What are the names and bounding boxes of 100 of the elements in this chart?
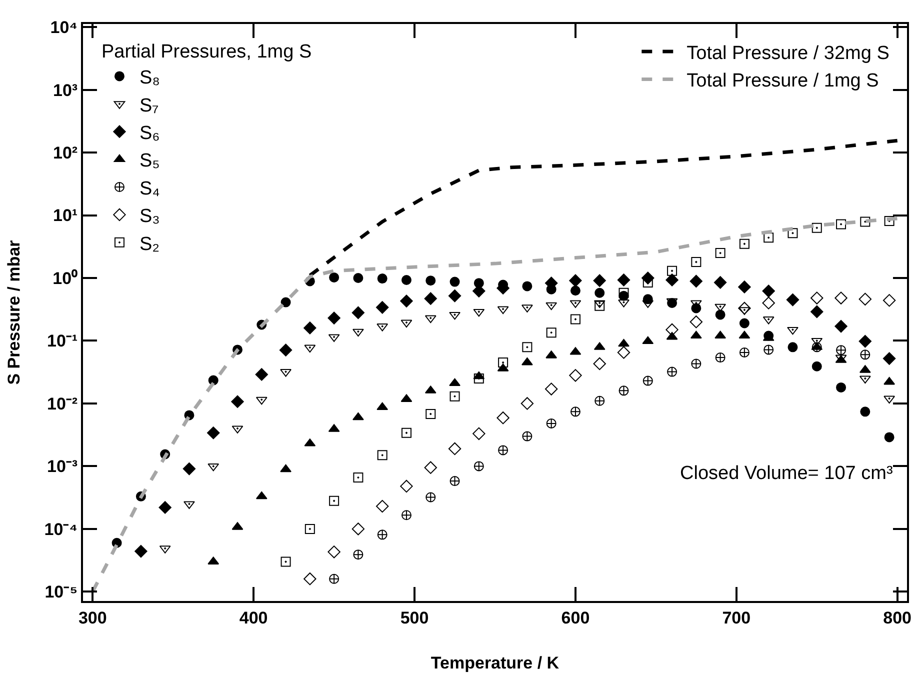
point bbox=[642, 336, 654, 344]
point bbox=[377, 274, 388, 284]
point bbox=[569, 369, 582, 382]
point bbox=[449, 312, 460, 320]
point bbox=[450, 391, 460, 402]
point bbox=[788, 228, 798, 238]
point bbox=[497, 306, 509, 314]
point bbox=[304, 524, 315, 534]
point bbox=[377, 530, 388, 540]
point bbox=[764, 344, 774, 355]
point bbox=[424, 461, 437, 474]
x-tick-label: 800 bbox=[883, 608, 912, 628]
point bbox=[593, 357, 606, 370]
y-tick-label: 10⁻² bbox=[47, 394, 78, 414]
x-tick-label: 700 bbox=[722, 608, 751, 628]
point bbox=[690, 274, 703, 288]
y-tick-label: 10⁴ bbox=[50, 18, 78, 38]
point bbox=[401, 510, 412, 520]
point bbox=[690, 330, 702, 339]
point bbox=[426, 408, 436, 419]
point bbox=[182, 462, 196, 476]
legend-label: S₈ bbox=[139, 68, 160, 89]
point bbox=[739, 318, 750, 328]
y-axis-title: S Pressure / mbar bbox=[4, 240, 24, 385]
point bbox=[255, 368, 268, 381]
point bbox=[666, 323, 678, 336]
legend-label: S₆ bbox=[139, 123, 160, 144]
y-tick-label: 10⁻³ bbox=[47, 457, 78, 476]
x-tick-label: 400 bbox=[239, 608, 268, 628]
point bbox=[738, 302, 751, 315]
point bbox=[352, 306, 365, 320]
point bbox=[401, 274, 412, 285]
point bbox=[496, 412, 510, 424]
point bbox=[642, 376, 653, 386]
point bbox=[739, 347, 750, 358]
point bbox=[328, 546, 340, 558]
point bbox=[617, 274, 630, 286]
point bbox=[352, 522, 365, 536]
y-tick-label: 10⁰ bbox=[52, 268, 78, 288]
point bbox=[376, 500, 389, 513]
point bbox=[473, 308, 485, 317]
point bbox=[376, 301, 389, 314]
point bbox=[836, 345, 846, 356]
point bbox=[882, 352, 896, 365]
point bbox=[352, 328, 364, 337]
point bbox=[424, 315, 436, 324]
point bbox=[860, 216, 870, 227]
point bbox=[328, 312, 340, 324]
point bbox=[520, 397, 534, 410]
point bbox=[739, 238, 750, 249]
point bbox=[377, 450, 388, 460]
point bbox=[158, 501, 172, 514]
point bbox=[450, 476, 460, 486]
point bbox=[812, 361, 822, 372]
legend-title: Partial Pressures, 1mg S bbox=[101, 41, 312, 62]
point bbox=[546, 418, 556, 428]
point bbox=[546, 328, 556, 338]
legend-label: S₅ bbox=[139, 150, 160, 172]
point bbox=[714, 276, 727, 289]
point bbox=[376, 402, 388, 410]
point bbox=[329, 272, 340, 282]
point bbox=[810, 305, 824, 318]
point bbox=[546, 302, 558, 310]
point bbox=[738, 280, 751, 294]
y-tick-label: 10² bbox=[53, 144, 78, 162]
point bbox=[812, 342, 822, 352]
point bbox=[449, 378, 460, 386]
point bbox=[353, 550, 364, 560]
point bbox=[882, 294, 896, 307]
point bbox=[329, 496, 340, 506]
point bbox=[762, 296, 775, 310]
point bbox=[570, 314, 580, 324]
point bbox=[353, 273, 364, 284]
point bbox=[352, 412, 364, 420]
point bbox=[400, 320, 412, 328]
y-tick-label: 10⁻¹ bbox=[47, 332, 78, 351]
legend-label: Total Pressure / 1mg S bbox=[686, 70, 879, 92]
y-tick-label: 10³ bbox=[53, 80, 78, 100]
point bbox=[594, 300, 605, 311]
y-tick-label: 10⁻⁴ bbox=[44, 520, 78, 539]
point bbox=[207, 426, 220, 440]
point bbox=[256, 396, 268, 405]
point bbox=[715, 310, 726, 320]
point bbox=[448, 289, 462, 302]
point bbox=[522, 431, 532, 442]
point bbox=[738, 330, 750, 339]
point bbox=[715, 248, 726, 258]
point bbox=[279, 344, 292, 356]
point bbox=[836, 219, 846, 230]
point bbox=[522, 342, 532, 352]
point bbox=[788, 342, 798, 352]
point bbox=[594, 288, 605, 298]
point bbox=[715, 352, 726, 363]
legend-label: S₃ bbox=[139, 206, 160, 228]
x-tick-label: 300 bbox=[78, 608, 107, 628]
point bbox=[472, 427, 486, 440]
point bbox=[594, 396, 605, 406]
point bbox=[691, 257, 702, 267]
point bbox=[618, 386, 629, 396]
point bbox=[231, 395, 244, 408]
